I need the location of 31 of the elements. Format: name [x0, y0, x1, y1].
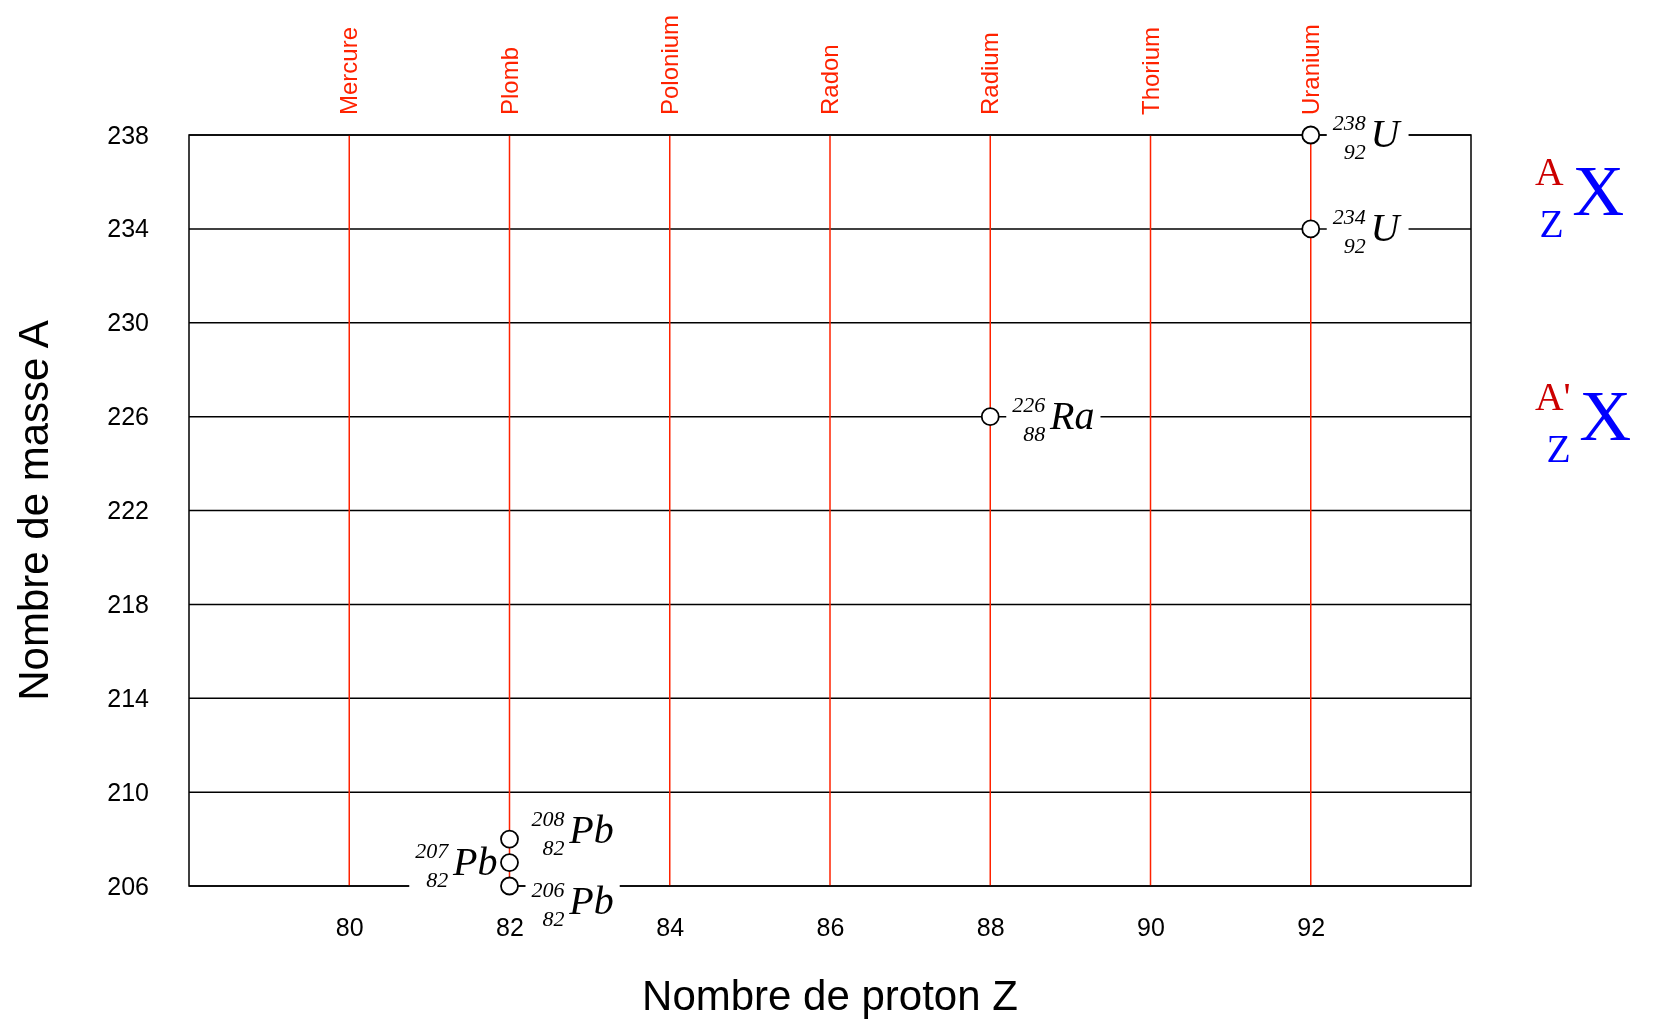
point: [1301, 219, 1321, 239]
point: [500, 853, 519, 872]
x-tick-label: 90: [1137, 912, 1165, 941]
ref-line-label: Plomb: [495, 46, 523, 115]
point: [1301, 125, 1321, 145]
x-tick-label: 92: [1297, 912, 1326, 941]
x-tick-label: 86: [816, 912, 845, 941]
y-tick-label: 222: [107, 496, 149, 524]
x-tick-label: 88: [976, 912, 1005, 941]
point: [500, 876, 519, 896]
y-tick-label: 206: [107, 871, 149, 900]
y-tick-label: 238: [107, 120, 149, 149]
y-tick-label: 226: [107, 402, 149, 431]
x-tick-label: 82: [496, 912, 524, 941]
ref-line-label: Radon: [816, 44, 843, 115]
ref-line-label: Mercure: [335, 26, 363, 115]
y-axis-title: Nombre de masse A: [10, 320, 57, 701]
ref-line-label: Polonium: [655, 14, 683, 115]
point: [500, 829, 519, 849]
y-tick-label: 230: [107, 308, 149, 337]
y-tick-label: 214: [107, 683, 150, 712]
x-tick-label: 84: [656, 912, 685, 941]
x-tick-label: 80: [335, 912, 364, 941]
x-axis-title: Nombre de proton Z: [642, 972, 1018, 1019]
ref-line-label: Uranium: [1296, 24, 1324, 115]
y-tick-label: 218: [107, 589, 149, 618]
y-tick-label: 210: [107, 777, 149, 806]
y-tick-label: 234: [107, 214, 150, 243]
ref-line-label: Radium: [976, 32, 1004, 115]
point: [980, 407, 1000, 427]
ref-line-label: Thorium: [1136, 26, 1164, 115]
